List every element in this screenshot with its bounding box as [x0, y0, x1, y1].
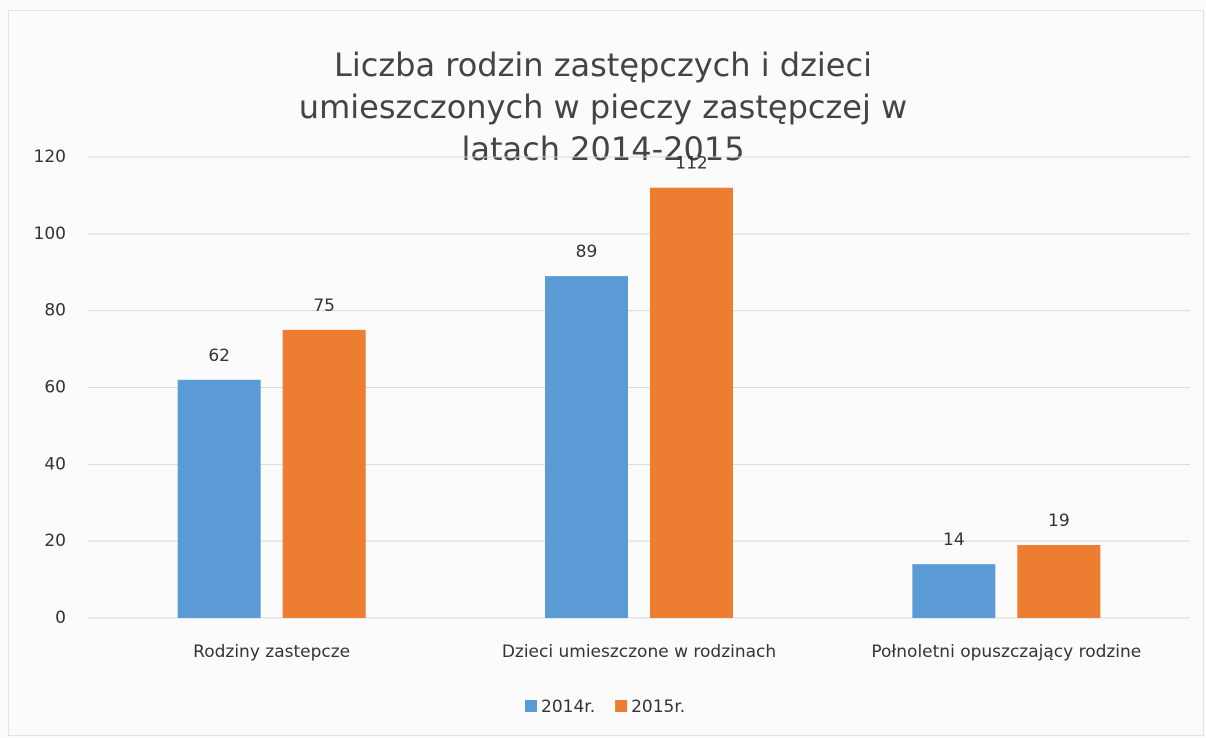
- legend-swatch: [615, 700, 628, 712]
- bar: [912, 564, 996, 618]
- y-tick-label: 120: [34, 147, 66, 167]
- bar: [545, 276, 628, 618]
- bar: [282, 329, 366, 618]
- y-tick-label: 100: [34, 224, 66, 244]
- data-label: 112: [675, 154, 707, 174]
- chart-title: Liczba rodzin zastępczych i dzieci umies…: [298, 46, 908, 168]
- legend-label: 2014r.: [541, 697, 595, 717]
- legend-swatch: [525, 700, 537, 712]
- legend-label: 2015r.: [631, 697, 685, 717]
- y-tick-label: 20: [44, 531, 66, 551]
- data-label: 75: [313, 296, 335, 316]
- bar: [177, 379, 261, 618]
- data-label: 14: [943, 530, 965, 550]
- data-label: 62: [208, 346, 230, 366]
- y-tick-label: 60: [44, 378, 66, 398]
- bar: [1017, 545, 1101, 618]
- data-label: 19: [1048, 511, 1070, 531]
- x-tick-label: Połnoletni opuszczający rodzine: [871, 642, 1141, 662]
- y-tick-label: 0: [55, 608, 66, 628]
- bar: [650, 187, 733, 618]
- x-tick-label: Rodziny zastepcze: [193, 642, 350, 662]
- data-label: 89: [576, 242, 598, 262]
- chart-frame: [8, 10, 1204, 736]
- y-tick-label: 40: [44, 454, 66, 474]
- y-tick-label: 80: [44, 301, 66, 321]
- x-tick-label: Dzieci umieszczone w rodzinach: [502, 642, 776, 662]
